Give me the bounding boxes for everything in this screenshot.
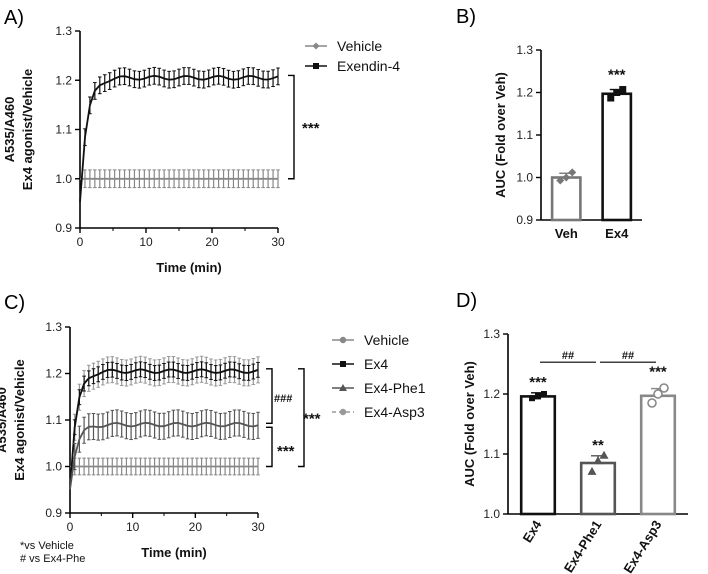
data-point: [607, 94, 615, 102]
panel-A-y-label: A535/A460: [2, 97, 17, 163]
category-label-ex4-asp3: Ex4-Asp3: [620, 518, 664, 574]
category-label-ex4: Ex4: [520, 517, 545, 545]
series-exendin-4-line: [79, 74, 279, 202]
series-ex4-line: [69, 368, 259, 489]
data-point: [619, 86, 627, 94]
legend-label-vehicle: Vehicle: [337, 38, 382, 54]
panel-A-x-label: Time (min): [156, 260, 222, 275]
category-label-ex4-phe1: Ex4-Phe1: [561, 518, 605, 574]
bar-ex4: [519, 395, 557, 516]
series-ex4-phe1-line: [69, 421, 259, 490]
significance-label: ***: [303, 411, 321, 428]
significance-bracket: [266, 368, 273, 425]
panel-A-ytick-label: 0.9: [55, 221, 72, 235]
panel-A-ytick-label: 1.0: [55, 172, 72, 186]
panel-B-ytick-label: 1.3: [516, 43, 533, 57]
panel-C-ytick-label: 1.0: [45, 460, 62, 474]
significance-label: ***: [302, 120, 320, 137]
panel-B-ytick-label: 1.2: [516, 86, 533, 100]
bar-veh: [550, 176, 582, 222]
data-point: [556, 176, 565, 185]
data-point: [587, 466, 597, 475]
panel-B-label: B): [456, 6, 476, 28]
legend-marker-exendin-4: [313, 63, 319, 69]
data-point: [653, 389, 663, 399]
data-point: [613, 89, 621, 96]
significance-label: ***: [277, 443, 295, 460]
panel-D-ytick-label: 1.0: [483, 507, 500, 521]
panel-A-xtick-label: 30: [271, 235, 285, 249]
data-point: [647, 398, 657, 408]
panel-A-ytick-label: 1.3: [55, 24, 72, 38]
legend-marker-ex4: [340, 361, 346, 367]
significance-bracket: [266, 426, 273, 468]
panel-C-ytick-label: 1.1: [45, 413, 62, 427]
category-label-veh: Veh: [555, 226, 578, 241]
data-point: [593, 456, 603, 465]
significance-label-ex4: ***: [608, 67, 626, 84]
significance-bracket: [288, 74, 295, 180]
legend-marker-vehicle: [312, 42, 320, 50]
legend-label-exendin-4: Exendin-4: [337, 58, 400, 74]
panel-C-footnote: *vs Vehicle: [20, 540, 74, 552]
legend-label-ex4-asp3: Ex4-Asp3: [364, 404, 425, 420]
data-point: [541, 391, 547, 397]
panel-C-ytick-label: 1.2: [45, 367, 62, 381]
data-point: [599, 450, 609, 459]
panel-C-xtick-label: 20: [189, 520, 203, 534]
panel-C-label: C): [4, 292, 25, 314]
significance-label-ex4-phe1: **: [592, 437, 604, 454]
category-label-ex4: Ex4: [605, 226, 629, 241]
panel-D-ytick-label: 1.2: [483, 387, 500, 401]
significance-label-ex4: ***: [529, 374, 547, 391]
panel-B-ytick-label: 1.1: [516, 128, 533, 142]
comparison-label: ##: [622, 350, 634, 362]
panel-A-ytick-label: 1.1: [55, 123, 72, 137]
data-point: [562, 173, 571, 182]
panel-A-xtick-label: 20: [205, 235, 219, 249]
data-point: [529, 395, 535, 402]
panel-C-ytick-label: 1.3: [45, 320, 62, 334]
panel-B-y-label: AUC (Fold over Veh): [493, 72, 508, 198]
panel-B-ytick-label: 1.0: [516, 171, 533, 185]
panel-A-xtick-label: 10: [139, 235, 153, 249]
panel-C-ytick-label: 0.9: [45, 506, 62, 520]
panel-D-ytick-label: 1.3: [483, 327, 500, 341]
legend-label-vehicle: Vehicle: [364, 332, 409, 348]
significance-bracket: [298, 368, 305, 468]
legend-label-ex4-phe1: Ex4-Phe1: [364, 380, 426, 396]
legend-marker-ex4-phe1: [339, 384, 347, 391]
bar-ex4-phe1: [579, 461, 617, 516]
bar-ex4: [601, 92, 633, 222]
legend-marker-ex4-asp3: [339, 408, 347, 416]
comparison-label: ##: [562, 350, 574, 362]
significance-label: ###: [274, 393, 292, 405]
panel-A-ytick-label: 1.2: [55, 73, 72, 87]
panel-C-xtick-label: 10: [126, 520, 140, 534]
panel-B-ytick-label: 0.9: [516, 213, 533, 227]
panel-C-y-label: A535/A460: [0, 387, 9, 453]
panel-A-xtick-label: 0: [77, 235, 84, 249]
panel-C-xtick-label: 30: [251, 520, 265, 534]
panel-C-x-label: Time (min): [141, 545, 207, 560]
data-point: [659, 383, 669, 393]
data-point: [535, 393, 541, 400]
legend-marker-vehicle: [339, 336, 347, 344]
panel-C-footnote: # vs Ex4-Phe: [20, 553, 85, 565]
panel-A-y-label: Ex4 agonist/Vehicle: [20, 69, 35, 190]
panel-A-label: A): [4, 7, 24, 29]
significance-label-ex4-asp3: ***: [649, 364, 667, 381]
panel-C-y-label: Ex4 agonist/Vehicle: [12, 359, 27, 480]
panel-D-label: D): [456, 290, 477, 312]
panel-D-y-label: AUC (Fold over Veh): [462, 361, 477, 487]
panel-D-ytick-label: 1.1: [483, 447, 500, 461]
legend-label-ex4: Ex4: [364, 356, 388, 372]
bar-ex4-asp3: [639, 394, 677, 516]
panel-C-xtick-label: 0: [67, 520, 74, 534]
data-point: [568, 168, 577, 177]
